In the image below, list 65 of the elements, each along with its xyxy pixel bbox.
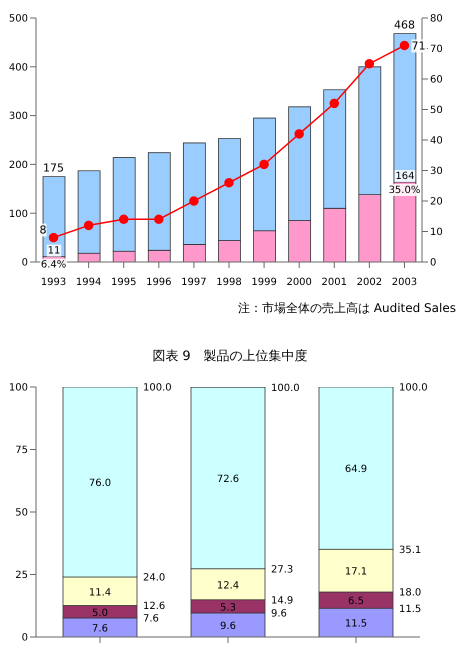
data-label: 17.1 — [344, 566, 368, 578]
annotation: 35.0% — [388, 184, 420, 196]
x-tick-label: 1993 — [40, 277, 66, 288]
y-tick-label: 400 — [8, 62, 28, 74]
annotation: 9.6 — [271, 608, 287, 620]
data-label: 9.6 — [220, 621, 236, 632]
total-label: 175 — [43, 162, 64, 175]
y-tick-label: 200 — [8, 160, 28, 171]
data-label: 6.5 — [348, 596, 364, 608]
y2-tick-label: 70 — [430, 44, 443, 56]
annotation: 35.1 — [399, 544, 422, 556]
annotation: 100.0 — [399, 382, 428, 394]
data-label: 71 — [411, 39, 426, 52]
data-label: 11.4 — [88, 587, 112, 598]
text: 注：市場全体の売上高は Audited Sales — [236, 300, 457, 317]
data-label: 76.0 — [88, 478, 112, 489]
y2-tick-label: 80 — [430, 14, 443, 25]
y2-tick-label: 60 — [430, 74, 443, 86]
y-tick-label: 300 — [8, 111, 28, 122]
data-label: 8 — [40, 224, 47, 237]
x-tick-label: 2001 — [322, 277, 347, 288]
y-tick-label: 50 — [15, 508, 28, 519]
y-tick-label: 0 — [22, 632, 28, 644]
data-label: 5.0 — [92, 608, 108, 619]
data-label: 7.6 — [92, 624, 108, 634]
annotation: 6.4% — [40, 260, 66, 271]
y-tick-label: 100 — [8, 208, 28, 220]
x-tick-label: 2000 — [286, 277, 312, 288]
y2-tick-label: 50 — [430, 105, 443, 116]
data-label: 5.3 — [220, 602, 236, 614]
y2-tick-label: 10 — [430, 227, 443, 238]
annotation: 27.3 — [271, 564, 294, 576]
x-tick-label: 1999 — [251, 277, 277, 288]
data-label: 11.5 — [344, 618, 368, 630]
y-tick-label: 100 — [8, 382, 28, 394]
y-tick-label: 500 — [8, 14, 28, 25]
data-label: 72.6 — [216, 474, 240, 485]
data-label: 164 — [395, 170, 414, 182]
annotation: 100.0 — [143, 382, 172, 394]
annotation: 12.6 — [143, 601, 166, 612]
x-tick-label: 2002 — [356, 277, 382, 288]
x-tick-label: 1994 — [76, 277, 102, 288]
data-label: 64.9 — [344, 464, 368, 476]
annotation: 11.5 — [399, 604, 422, 615]
y2-tick-label: 40 — [430, 136, 443, 147]
x-tick-label: 2003 — [392, 277, 418, 288]
annotation: 100.0 — [271, 382, 300, 394]
chart-title: 図表 9 製品の上位集中度 — [151, 348, 309, 365]
y-tick-label: 0 — [22, 258, 28, 269]
x-tick-label: 1998 — [216, 277, 242, 288]
annotation: 14.9 — [271, 595, 294, 606]
y-tick-label: 25 — [15, 570, 28, 582]
data-label: 12.4 — [216, 580, 240, 592]
x-tick-label: 1997 — [181, 277, 207, 288]
x-tick-label: 1995 — [111, 277, 136, 288]
annotation: 7.6 — [143, 614, 159, 625]
total-label: 468 — [394, 18, 415, 32]
y-tick-label: 75 — [15, 445, 28, 456]
y2-tick-label: 20 — [430, 196, 443, 208]
annotation: 18.0 — [399, 588, 422, 599]
y2-tick-label: 30 — [430, 166, 443, 178]
annotation: 24.0 — [143, 572, 166, 584]
data-label: 11 — [48, 246, 60, 257]
x-tick-label: 1996 — [146, 277, 172, 288]
y2-tick-label: 0 — [430, 258, 436, 269]
